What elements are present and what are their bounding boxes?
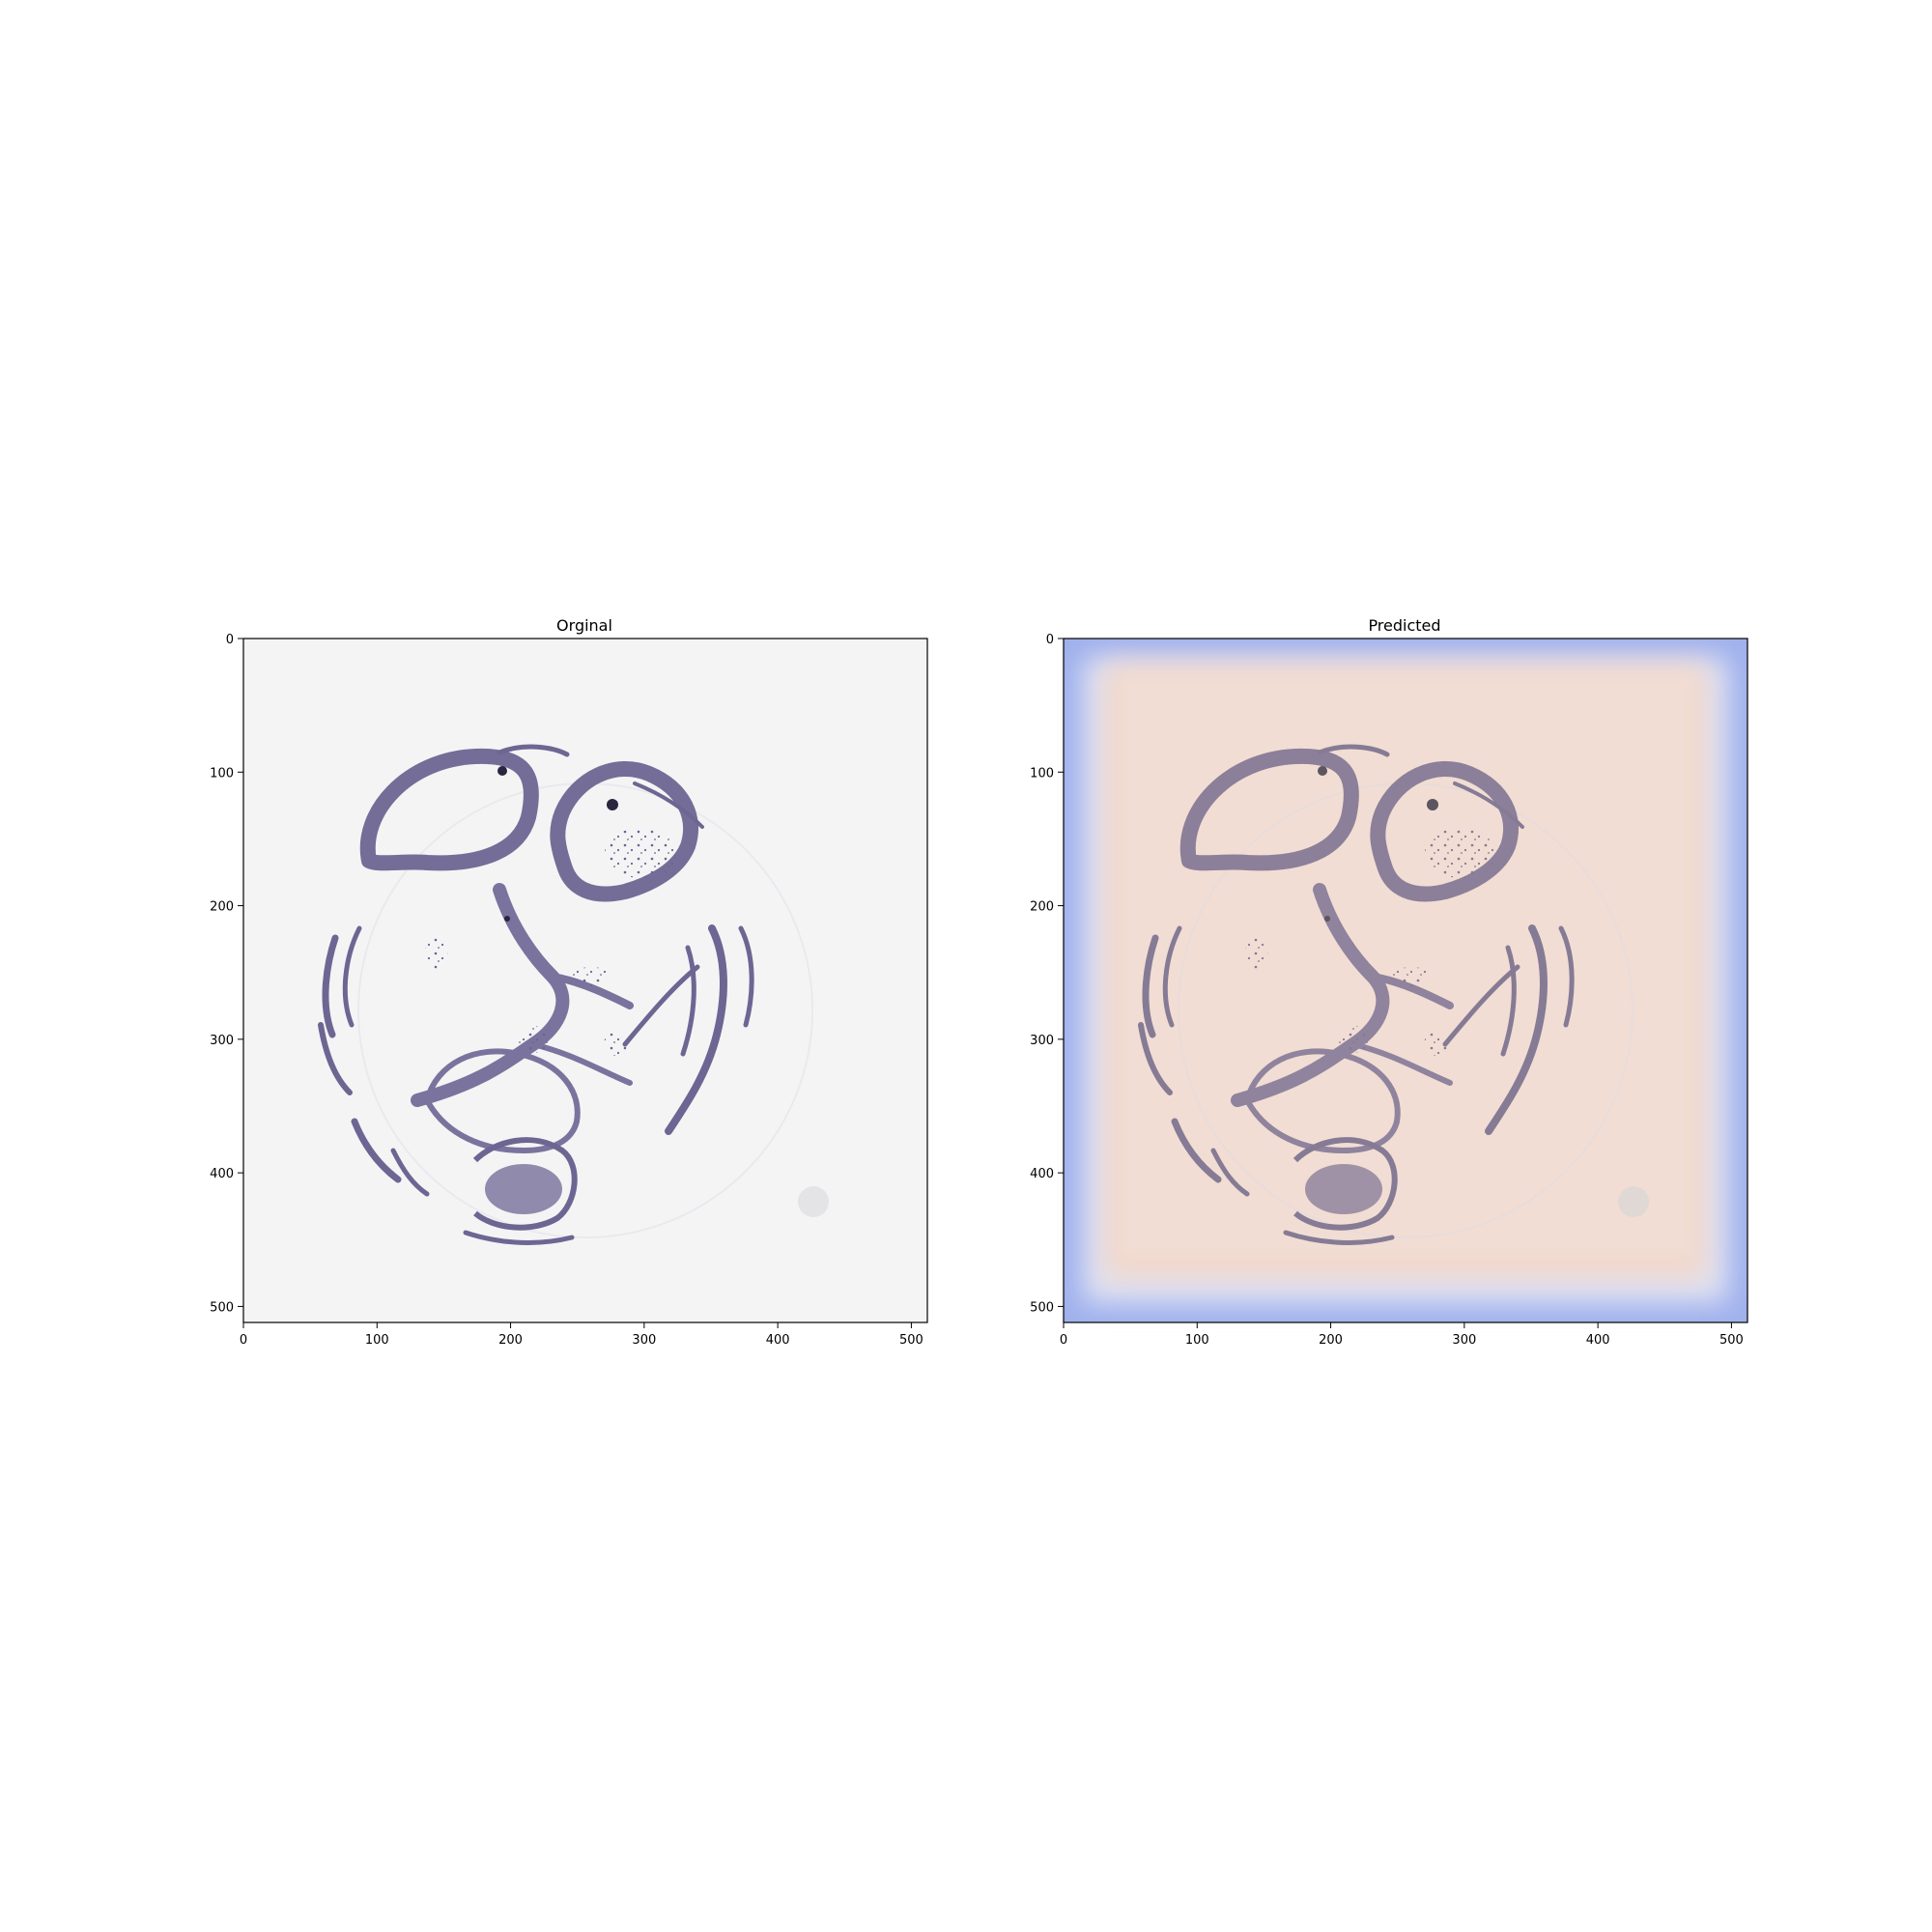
original-y-tick-label: 200 bbox=[210, 900, 234, 915]
predicted-x-tick-label: 100 bbox=[1185, 1333, 1209, 1348]
axis-ticks-original: 0 100 200 300 400 500 0 100 200 300 400 500 bbox=[210, 633, 923, 1348]
predicted-x-tick-label: 300 bbox=[1452, 1333, 1476, 1348]
predicted-x-tick-label: 400 bbox=[1586, 1333, 1610, 1348]
predicted-x-tick-label: 0 bbox=[1060, 1333, 1067, 1348]
axis-ticks-predicted: 0 100 200 300 400 500 0 100 200 300 400 500 bbox=[1030, 633, 1744, 1348]
original-image bbox=[243, 639, 927, 1322]
axes-frame-predicted bbox=[1063, 638, 1748, 1323]
panel-title-predicted: Predicted bbox=[1368, 616, 1440, 635]
original-y-tick-label: 300 bbox=[210, 1034, 234, 1048]
predicted-y-tick-label: 400 bbox=[1030, 1167, 1054, 1181]
predicted-image bbox=[1064, 639, 1747, 1322]
predicted-y-tick-label: 0 bbox=[1046, 633, 1054, 647]
original-x-tick-label: 100 bbox=[365, 1333, 389, 1348]
original-y-tick-label: 500 bbox=[210, 1300, 234, 1315]
axes-frame-original bbox=[242, 638, 928, 1323]
predicted-y-tick-label: 200 bbox=[1030, 900, 1054, 915]
original-x-tick-label: 500 bbox=[899, 1333, 923, 1348]
panel-predicted: Predicted 0 100 200 300 400 500 0 100 200 300 400 5… bbox=[1030, 616, 1748, 1348]
panel-title-original: Orginal bbox=[556, 616, 612, 635]
original-x-tick-label: 400 bbox=[766, 1333, 790, 1348]
original-x-tick-label: 200 bbox=[498, 1333, 523, 1348]
original-y-tick-label: 0 bbox=[226, 633, 234, 647]
predicted-x-tick-label: 200 bbox=[1319, 1333, 1343, 1348]
predicted-x-tick-label: 500 bbox=[1719, 1333, 1744, 1348]
original-y-tick-label: 100 bbox=[210, 766, 234, 781]
predicted-y-tick-label: 300 bbox=[1030, 1034, 1054, 1048]
original-y-tick-label: 400 bbox=[210, 1167, 234, 1181]
original-x-tick-label: 0 bbox=[240, 1333, 247, 1348]
predicted-y-tick-label: 500 bbox=[1030, 1300, 1054, 1315]
original-x-tick-label: 300 bbox=[632, 1333, 656, 1348]
predicted-y-tick-label: 100 bbox=[1030, 766, 1054, 781]
panel-original: Orginal 0 100 200 300 400 500 0 100 200 300 400 500 bbox=[210, 616, 928, 1348]
